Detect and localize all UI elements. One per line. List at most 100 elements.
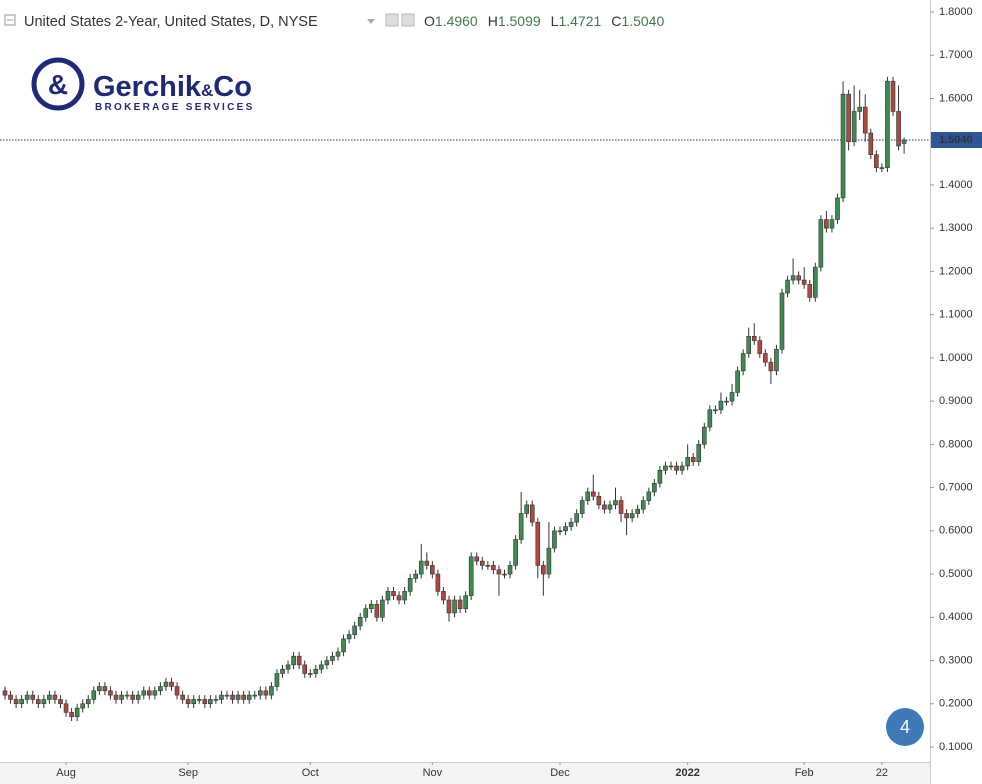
candle-body bbox=[618, 500, 624, 514]
candle-body bbox=[291, 655, 296, 666]
candle-body bbox=[457, 599, 463, 609]
legend-key: O bbox=[424, 13, 435, 29]
candle-body bbox=[8, 694, 13, 700]
legend-key: H bbox=[488, 13, 498, 29]
candle-body bbox=[740, 353, 746, 372]
candle-body bbox=[169, 681, 174, 687]
candle-body bbox=[257, 690, 263, 696]
dropdown-arrow[interactable] bbox=[367, 19, 375, 24]
x-tick-label: Dec bbox=[550, 767, 570, 779]
logo: & Gerchik&Co BROKERAGE SERVICES bbox=[31, 57, 255, 113]
candle-body bbox=[346, 634, 352, 640]
candle-body bbox=[352, 625, 357, 635]
candle-body bbox=[657, 469, 663, 484]
candle-body bbox=[879, 167, 885, 169]
x-tick-label: Oct bbox=[302, 767, 319, 779]
candle-body bbox=[690, 457, 696, 462]
ohlc-legend: O1.4960 H1.5099 L1.4721 C1.5040 bbox=[424, 13, 664, 29]
candle-body bbox=[163, 681, 169, 687]
candle-body bbox=[69, 712, 74, 718]
candle-body bbox=[141, 690, 147, 696]
candle-body bbox=[313, 668, 319, 674]
candle-body bbox=[24, 694, 30, 700]
candle-body bbox=[874, 154, 879, 168]
y-tick-label: 0.5000 bbox=[939, 568, 973, 580]
logo-name: Gerchik&Co bbox=[93, 71, 252, 103]
candle-body bbox=[191, 699, 196, 705]
logo-tagline: BROKERAGE SERVICES bbox=[95, 102, 255, 113]
candle-body bbox=[307, 673, 313, 675]
candle-body bbox=[341, 638, 346, 653]
current-price-label: 1.5040 bbox=[939, 134, 973, 146]
current-price-box bbox=[931, 131, 982, 148]
candle-body bbox=[751, 335, 757, 341]
candle-body bbox=[840, 93, 846, 199]
candle-body bbox=[557, 530, 563, 533]
x-tick-label: Sep bbox=[178, 767, 198, 779]
candle-body bbox=[402, 591, 407, 601]
candle-body bbox=[568, 521, 574, 527]
candle-body bbox=[19, 699, 24, 705]
candle-body bbox=[85, 699, 91, 705]
candle-body bbox=[552, 530, 557, 549]
candle-body bbox=[91, 690, 97, 700]
candle-body bbox=[541, 565, 546, 575]
candle-body bbox=[513, 539, 518, 566]
candle-body bbox=[640, 500, 646, 510]
candle-body bbox=[230, 694, 235, 700]
badge-text: 4 bbox=[900, 717, 910, 737]
candle-body bbox=[535, 521, 541, 566]
settings-icon[interactable] bbox=[401, 13, 415, 27]
candle-body bbox=[74, 707, 80, 718]
y-tick-label: 1.6000 bbox=[939, 92, 973, 104]
legend-value: 1.5099 bbox=[498, 13, 541, 29]
badge bbox=[886, 708, 924, 746]
candle-body bbox=[108, 690, 113, 696]
candle-body bbox=[474, 556, 480, 562]
candle-body bbox=[446, 599, 452, 614]
candle-body bbox=[263, 690, 269, 696]
collapse-icon[interactable] bbox=[4, 14, 16, 26]
candle-body bbox=[674, 465, 679, 471]
x-tick-label: Feb bbox=[795, 767, 814, 779]
candle-body bbox=[97, 686, 102, 692]
candle-body bbox=[613, 500, 618, 506]
legend-key: L bbox=[551, 13, 559, 29]
candle-body bbox=[818, 219, 824, 268]
y-tick-label: 0.4000 bbox=[939, 611, 973, 623]
y-tick-label: 1.1000 bbox=[939, 309, 973, 321]
y-tick-label: 1.3000 bbox=[939, 222, 973, 234]
candle-body bbox=[285, 664, 291, 670]
candle-body bbox=[768, 361, 774, 372]
candle-body bbox=[629, 513, 635, 519]
candle-body bbox=[174, 686, 180, 696]
candle-body bbox=[452, 599, 457, 614]
candle-body bbox=[435, 573, 441, 592]
candle-body bbox=[679, 465, 685, 471]
candle-body bbox=[479, 560, 485, 566]
candle-body bbox=[790, 275, 796, 281]
candle-body bbox=[563, 526, 568, 532]
y-tick-label: 0.7000 bbox=[939, 481, 973, 493]
candle-body bbox=[113, 694, 119, 700]
candle-body bbox=[30, 694, 36, 700]
y-tick-label: 1.2000 bbox=[939, 265, 973, 277]
candle-body bbox=[391, 591, 396, 596]
logo-suffix: Co bbox=[213, 71, 252, 103]
eye-icon[interactable] bbox=[385, 13, 399, 27]
candle-body bbox=[796, 275, 801, 281]
candle-body bbox=[652, 482, 657, 493]
candle-body bbox=[485, 565, 491, 567]
candle-body bbox=[529, 504, 535, 523]
candle-body bbox=[280, 668, 285, 674]
y-tick-label: 0.9000 bbox=[939, 395, 973, 407]
candle-body bbox=[252, 694, 258, 697]
candle-body bbox=[368, 604, 374, 609]
candle-body bbox=[152, 690, 158, 696]
candle-body bbox=[407, 578, 413, 592]
candle-body bbox=[274, 673, 280, 687]
candle-body bbox=[851, 111, 857, 143]
candle-body bbox=[491, 565, 496, 571]
plot-area bbox=[0, 76, 930, 722]
